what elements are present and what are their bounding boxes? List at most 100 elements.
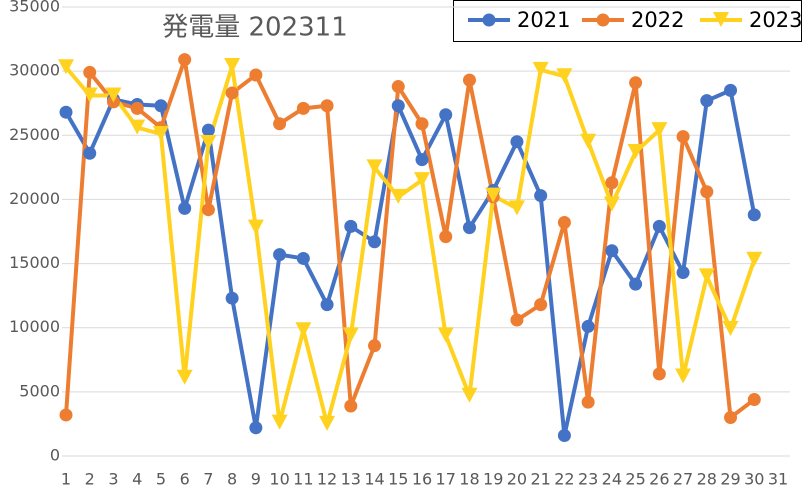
marker (581, 395, 595, 409)
marker (510, 313, 524, 327)
marker (83, 65, 97, 79)
marker (296, 251, 310, 265)
marker (58, 59, 74, 75)
marker (747, 208, 761, 222)
marker (249, 421, 263, 435)
legend-marker (596, 13, 610, 27)
x-tick-label: 6 (180, 470, 190, 489)
marker (200, 134, 217, 150)
y-tick-label: 35000 (9, 0, 60, 16)
legend-marker (713, 12, 729, 27)
marker (59, 105, 73, 119)
x-tick-label: 15 (388, 470, 408, 489)
x-tick-label: 16 (412, 470, 432, 489)
marker (368, 339, 382, 353)
marker (342, 327, 359, 343)
marker (178, 201, 192, 215)
marker (676, 130, 690, 144)
marker (722, 320, 739, 336)
marker (508, 200, 525, 216)
marker (344, 219, 358, 233)
marker (652, 367, 666, 381)
x-tick-label: 21 (530, 470, 550, 489)
marker (249, 68, 263, 82)
marker (724, 411, 738, 425)
marker (391, 99, 405, 113)
marker (273, 117, 287, 131)
marker (485, 187, 502, 203)
marker (320, 298, 334, 312)
marker (201, 203, 215, 217)
marker (652, 219, 666, 233)
x-tick-label: 5 (156, 470, 166, 489)
x-tick-label: 31 (768, 470, 788, 489)
marker (105, 87, 122, 103)
marker (746, 251, 763, 267)
marker (532, 61, 549, 77)
marker (366, 159, 383, 175)
marker (81, 87, 98, 103)
marker (724, 83, 738, 97)
marker (747, 393, 761, 407)
x-tick-label: 4 (132, 470, 142, 489)
marker (176, 369, 193, 385)
marker (651, 122, 668, 138)
marker (271, 414, 288, 430)
x-tick-label: 26 (649, 470, 669, 489)
series-line (64, 57, 756, 420)
marker (437, 327, 454, 343)
marker (700, 94, 714, 108)
marker (201, 123, 215, 137)
marker (627, 143, 644, 159)
marker (605, 176, 619, 190)
marker (676, 266, 690, 280)
marker (556, 68, 573, 84)
y-tick-label: 30000 (9, 61, 60, 80)
marker (344, 399, 358, 413)
legend-label: 2021 (517, 8, 570, 32)
y-tick-label: 10000 (9, 317, 60, 336)
x-tick-label: 19 (483, 470, 503, 489)
marker (154, 99, 168, 113)
marker (414, 172, 430, 188)
x-tick-label: 20 (507, 470, 527, 489)
marker (534, 189, 548, 203)
x-tick-label: 12 (317, 470, 337, 489)
x-tick-label: 25 (625, 470, 645, 489)
marker (273, 248, 287, 262)
series-line (64, 88, 757, 438)
x-tick-label: 13 (341, 470, 361, 489)
marker (319, 415, 336, 431)
marker (698, 268, 715, 284)
y-tick-label: 20000 (9, 189, 60, 208)
marker (461, 387, 478, 403)
x-tick-label: 9 (251, 470, 261, 489)
marker (178, 53, 192, 67)
marker (700, 185, 714, 199)
marker (580, 133, 597, 149)
y-tick-label: 15000 (9, 253, 60, 272)
y-tick-label: 5000 (19, 381, 60, 400)
legend-label: 2023 (749, 8, 802, 32)
marker (83, 146, 97, 160)
marker (247, 219, 264, 235)
x-tick-label: 24 (602, 470, 622, 489)
marker (439, 230, 453, 244)
legend-label: 2022 (631, 8, 684, 32)
marker (390, 188, 407, 204)
x-tick-label: 10 (269, 470, 289, 489)
marker (605, 244, 619, 258)
y-tick-label: 0 (50, 446, 60, 465)
marker (295, 322, 312, 338)
x-tick-label: 30 (744, 470, 764, 489)
legend-marker (482, 13, 496, 27)
chart-title: 発電量 202311 (162, 13, 348, 43)
x-tick-label: 14 (364, 470, 384, 489)
y-tick-label: 25000 (9, 125, 60, 144)
marker (224, 58, 241, 74)
marker (59, 408, 73, 422)
marker (510, 135, 524, 149)
x-tick-label: 3 (108, 470, 118, 489)
x-tick-label: 11 (293, 470, 313, 489)
marker (629, 76, 643, 90)
